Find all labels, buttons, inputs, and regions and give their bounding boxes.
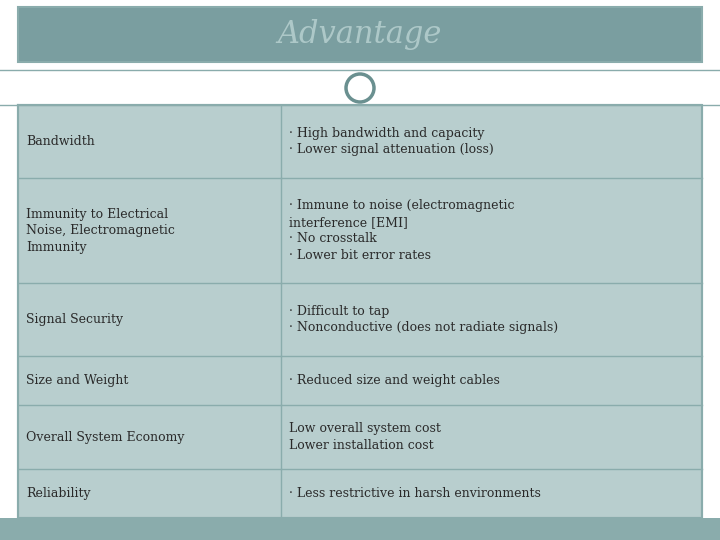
Text: · Immune to noise (electromagnetic
interference [EMI]
· No crosstalk
· Lower bit: · Immune to noise (electromagnetic inter…: [289, 199, 515, 262]
Text: Reliability: Reliability: [26, 487, 91, 500]
FancyBboxPatch shape: [0, 60, 720, 105]
Text: Advantage: Advantage: [278, 19, 442, 50]
Text: Bandwidth: Bandwidth: [26, 135, 95, 148]
Text: Low overall system cost
Lower installation cost: Low overall system cost Lower installati…: [289, 422, 441, 452]
Text: · Reduced size and weight cables: · Reduced size and weight cables: [289, 374, 500, 387]
Text: · Difficult to tap
· Nonconductive (does not radiate signals): · Difficult to tap · Nonconductive (does…: [289, 305, 559, 334]
FancyBboxPatch shape: [0, 518, 720, 540]
Text: Overall System Economy: Overall System Economy: [26, 430, 184, 443]
Text: · Less restrictive in harsh environments: · Less restrictive in harsh environments: [289, 487, 541, 500]
Text: · High bandwidth and capacity
· Lower signal attenuation (loss): · High bandwidth and capacity · Lower si…: [289, 126, 494, 156]
Text: Signal Security: Signal Security: [26, 313, 123, 326]
Text: Immunity to Electrical
Noise, Electromagnetic
Immunity: Immunity to Electrical Noise, Electromag…: [26, 207, 175, 254]
FancyBboxPatch shape: [18, 105, 702, 518]
Text: Size and Weight: Size and Weight: [26, 374, 128, 387]
FancyBboxPatch shape: [18, 7, 702, 62]
Circle shape: [346, 74, 374, 102]
FancyBboxPatch shape: [0, 0, 720, 70]
